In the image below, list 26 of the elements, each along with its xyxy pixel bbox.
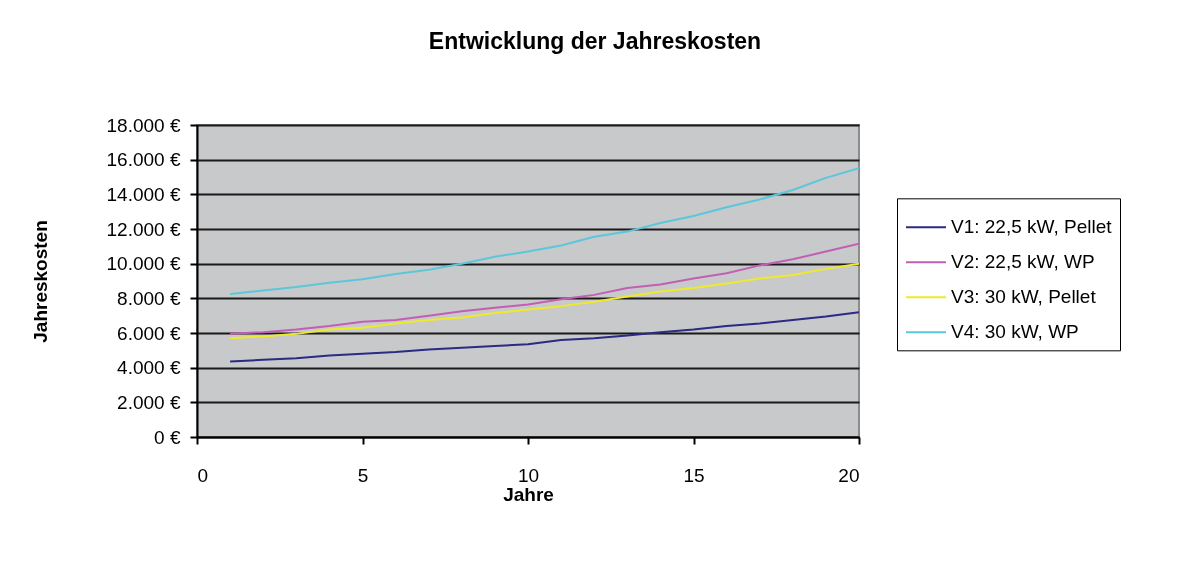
x-tick-label: 5 <box>357 464 369 486</box>
y-tick-label: 2.000 € <box>117 391 181 413</box>
y-tick-label: 18.000 € <box>106 114 181 136</box>
line-series <box>229 242 859 335</box>
y-tick-label: 4.000 € <box>117 357 181 379</box>
y-tick-label: 12.000 € <box>106 218 181 240</box>
line-series <box>229 167 859 295</box>
x-tick-label: 20 <box>838 464 860 486</box>
y-axis-title: Jahreskosten <box>29 220 51 343</box>
y-tick-label: 10.000 € <box>106 253 181 275</box>
line-series <box>229 311 859 363</box>
chart-title: Entwicklung der Jahreskosten <box>428 28 762 54</box>
legend-label: V3: 30 kW, Pellet <box>951 286 1097 308</box>
y-tick-label: 6.000 € <box>117 322 181 344</box>
x-axis-title: Jahre <box>503 483 554 505</box>
y-tick-label: 16.000 € <box>106 149 181 171</box>
legend-label: V4: 30 kW, WP <box>951 321 1079 343</box>
y-tick-label: 14.000 € <box>106 183 181 205</box>
legend-label: V1: 22,5 kW, Pellet <box>951 216 1113 238</box>
x-tick-label: 10 <box>517 464 540 486</box>
x-tick-label: 15 <box>683 464 705 486</box>
y-tick-label: 0 € <box>154 426 181 448</box>
x-tick-label: 0 <box>197 464 209 486</box>
legend-label: V2: 22,5 kW, WP <box>951 251 1095 273</box>
y-tick-label: 8.000 € <box>117 287 181 309</box>
line-series <box>229 262 859 340</box>
